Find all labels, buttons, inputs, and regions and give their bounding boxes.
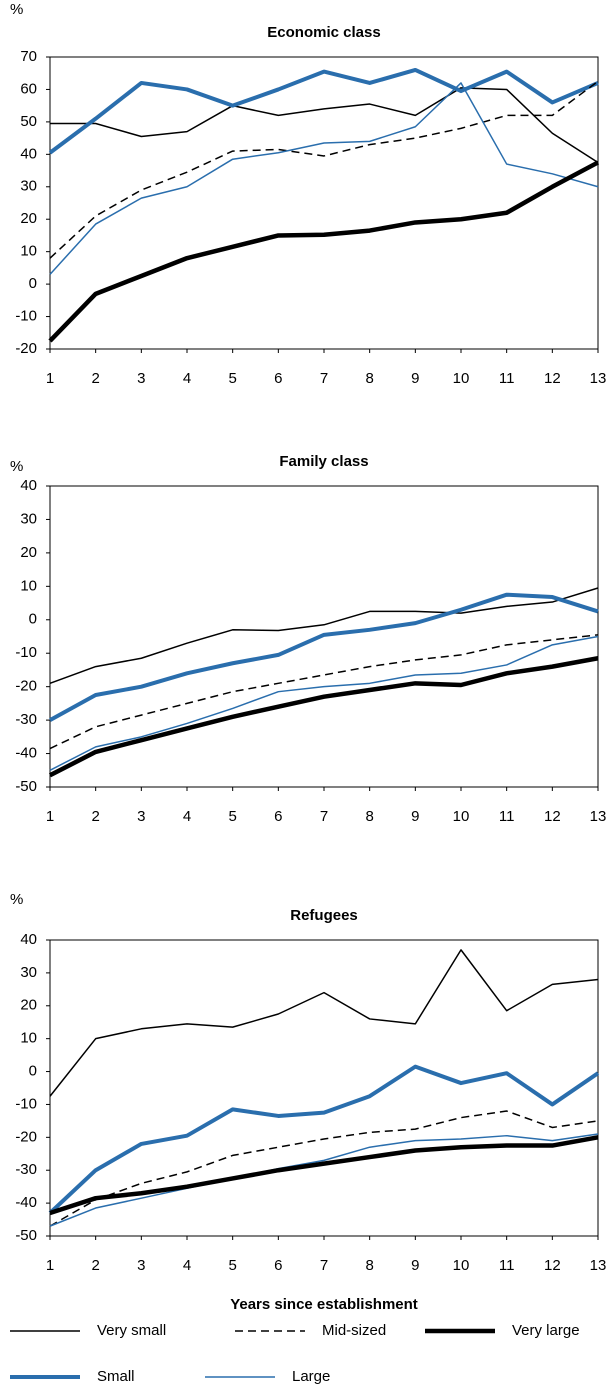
series-line bbox=[48, 1064, 600, 1215]
x-tick-label: 12 bbox=[544, 808, 561, 825]
x-tick-label: 5 bbox=[228, 1257, 236, 1274]
y-tick-label: 20 bbox=[20, 997, 37, 1014]
y-tick-label: 40 bbox=[20, 477, 37, 494]
x-tick-label: 2 bbox=[91, 808, 99, 825]
y-tick-label: -30 bbox=[15, 711, 37, 728]
x-tick-label: 10 bbox=[453, 1257, 470, 1274]
y-tick-label: 50 bbox=[20, 113, 37, 130]
y-tick-label: 40 bbox=[20, 145, 37, 162]
x-tick-label: 7 bbox=[320, 1257, 328, 1274]
x-tick-label: 8 bbox=[365, 370, 373, 387]
series-line bbox=[49, 592, 599, 722]
x-tick-label: 11 bbox=[499, 370, 515, 387]
y-tick-label: -20 bbox=[15, 678, 37, 695]
series-line bbox=[49, 949, 599, 1097]
y-tick-label: -40 bbox=[15, 745, 37, 762]
legend-label: Mid-sized bbox=[322, 1322, 386, 1339]
x-tick-label: 8 bbox=[365, 808, 373, 825]
legend-label: Very large bbox=[512, 1322, 580, 1339]
y-axis-label: % bbox=[10, 891, 23, 908]
chart-title: Family class bbox=[279, 453, 368, 470]
series-line bbox=[49, 634, 599, 750]
y-tick-label: 0 bbox=[29, 1063, 37, 1080]
x-tick-label: 12 bbox=[544, 1257, 561, 1274]
y-tick-label: 10 bbox=[20, 243, 37, 260]
y-tick-label: -20 bbox=[15, 1128, 37, 1145]
x-tick-label: 5 bbox=[228, 808, 236, 825]
series-line bbox=[49, 82, 599, 275]
chart-title: Economic class bbox=[267, 24, 380, 41]
y-tick-label: -10 bbox=[15, 308, 37, 325]
x-tick-label: 2 bbox=[91, 370, 99, 387]
series-line bbox=[48, 160, 600, 343]
x-tick-label: 11 bbox=[499, 808, 515, 825]
y-tick-label: -50 bbox=[15, 778, 37, 795]
x-tick-label: 9 bbox=[411, 370, 419, 387]
x-tick-label: 3 bbox=[137, 1257, 145, 1274]
y-tick-label: 0 bbox=[29, 611, 37, 628]
y-tick-label: 30 bbox=[20, 964, 37, 981]
x-tick-label: 4 bbox=[183, 370, 191, 387]
series-line bbox=[48, 67, 599, 155]
series-line bbox=[49, 1135, 599, 1216]
y-tick-label: 40 bbox=[20, 931, 37, 948]
x-tick-label: 7 bbox=[320, 808, 328, 825]
x-tick-label: 3 bbox=[137, 808, 145, 825]
x-tick-label: 10 bbox=[453, 370, 470, 387]
x-tick-label: 4 bbox=[183, 808, 191, 825]
plot-frame bbox=[49, 939, 599, 1237]
x-tick-label: 2 bbox=[91, 1257, 99, 1274]
y-tick-label: 0 bbox=[29, 275, 37, 292]
x-tick-label: 6 bbox=[274, 370, 282, 387]
series-line bbox=[48, 656, 599, 778]
x-tick-label: 1 bbox=[46, 808, 54, 825]
y-tick-label: 10 bbox=[20, 577, 37, 594]
x-tick-label: 13 bbox=[590, 808, 607, 825]
x-tick-label: 6 bbox=[274, 1257, 282, 1274]
y-tick-label: -40 bbox=[15, 1194, 37, 1211]
y-tick-label: 20 bbox=[20, 544, 37, 561]
legend-label: Small bbox=[97, 1368, 135, 1385]
legend-label: Very small bbox=[97, 1322, 166, 1339]
x-tick-label: 13 bbox=[590, 370, 607, 387]
chart-title: Refugees bbox=[290, 907, 358, 924]
y-axis-label: % bbox=[10, 458, 23, 475]
x-axis-label: Years since establishment bbox=[230, 1296, 418, 1313]
x-tick-label: 1 bbox=[46, 1257, 54, 1274]
x-tick-label: 9 bbox=[411, 1257, 419, 1274]
y-tick-label: 30 bbox=[20, 178, 37, 195]
series-line bbox=[50, 87, 599, 164]
legend-label: Large bbox=[292, 1368, 330, 1385]
y-tick-label: 10 bbox=[20, 1030, 37, 1047]
x-tick-label: 4 bbox=[183, 1257, 191, 1274]
y-tick-label: 60 bbox=[20, 80, 37, 97]
x-tick-label: 1 bbox=[46, 370, 54, 387]
series-line bbox=[49, 635, 599, 771]
y-tick-label: -30 bbox=[15, 1161, 37, 1178]
series-line bbox=[49, 1133, 599, 1227]
series-line bbox=[49, 587, 599, 685]
y-tick-label: -20 bbox=[15, 340, 37, 357]
series-line bbox=[49, 1110, 599, 1227]
y-tick-label: 30 bbox=[20, 510, 37, 527]
x-tick-label: 10 bbox=[453, 808, 470, 825]
x-tick-label: 11 bbox=[499, 1257, 515, 1274]
y-tick-label: 20 bbox=[20, 210, 37, 227]
x-tick-label: 5 bbox=[228, 370, 236, 387]
x-tick-label: 6 bbox=[274, 808, 282, 825]
x-tick-label: 12 bbox=[544, 370, 561, 387]
series-line bbox=[49, 80, 599, 259]
x-tick-label: 9 bbox=[411, 808, 419, 825]
x-tick-label: 13 bbox=[590, 1257, 607, 1274]
y-axis-label: % bbox=[10, 1, 23, 18]
x-tick-label: 3 bbox=[137, 370, 145, 387]
y-tick-label: -10 bbox=[15, 644, 37, 661]
x-tick-label: 7 bbox=[320, 370, 328, 387]
y-tick-label: 70 bbox=[20, 48, 37, 65]
y-tick-label: -10 bbox=[15, 1095, 37, 1112]
y-tick-label: -50 bbox=[15, 1227, 37, 1244]
x-tick-label: 8 bbox=[365, 1257, 373, 1274]
